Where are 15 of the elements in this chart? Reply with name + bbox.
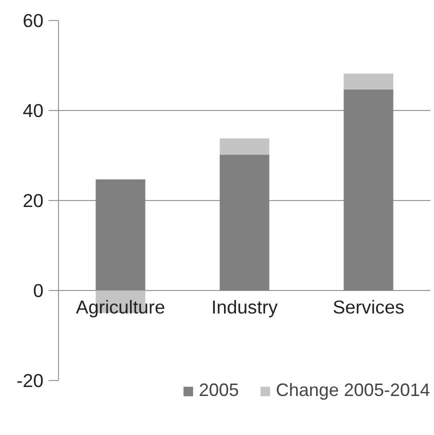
y-tick-label: 20 — [22, 190, 44, 211]
x-tick-label: Industry — [211, 296, 278, 318]
y-tick-label: 0 — [33, 280, 44, 301]
bar — [96, 179, 146, 290]
x-tick-label: Services — [332, 296, 404, 318]
y-tick-label: 60 — [22, 10, 44, 31]
bar — [220, 154, 270, 290]
y-tick-label: -20 — [16, 370, 44, 391]
bar — [344, 74, 394, 90]
bar — [344, 89, 394, 290]
x-tick-label: Agriculture — [76, 296, 166, 318]
legend-label: Change 2005-2014 — [276, 380, 430, 401]
bar — [220, 138, 270, 155]
y-tick-label: 40 — [22, 100, 44, 121]
legend-label: 2005 — [198, 380, 239, 401]
